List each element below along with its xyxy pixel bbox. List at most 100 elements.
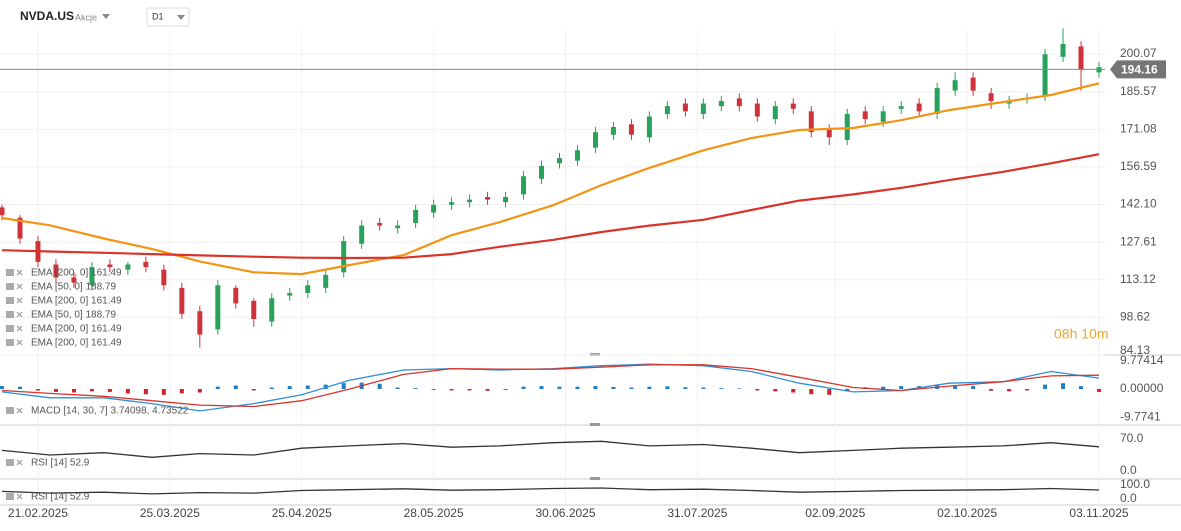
macd-histogram-bar	[1025, 389, 1030, 391]
y-tick-label: 84.13	[1120, 343, 1150, 357]
timeframe-box[interactable]	[146, 7, 190, 27]
macd-histogram-bar	[899, 386, 904, 389]
candle-body	[323, 274, 329, 288]
macd-histogram-bar	[251, 389, 256, 391]
indicator-menu-icon	[6, 269, 14, 276]
candle-body	[916, 103, 922, 112]
macd-histogram-bar	[1061, 383, 1066, 389]
macd-histogram-bar	[1079, 386, 1084, 389]
candle-body	[610, 126, 616, 135]
candle-body	[1006, 100, 1012, 104]
candle-body	[431, 204, 437, 213]
indicator-remove-icon	[16, 407, 23, 414]
candle-body	[0, 207, 5, 216]
macd-histogram-bar	[17, 386, 22, 389]
candle-body	[808, 111, 814, 133]
symbol[interactable]: NVDA.US	[20, 9, 74, 23]
candle-body	[1060, 43, 1066, 57]
indicator-label: RSI [14] 52.9	[31, 492, 90, 503]
macd-histogram-bar	[503, 389, 508, 390]
candle-body	[718, 100, 724, 107]
candle-body	[790, 103, 796, 109]
resize-handle[interactable]	[590, 477, 600, 480]
symbol-dropdown[interactable]	[102, 14, 110, 19]
y-tick-label: 156.59	[1120, 159, 1157, 173]
candle-body	[449, 202, 455, 205]
candle-body	[970, 77, 976, 91]
y-tick-label: -9.7741	[1120, 410, 1161, 424]
candle-body	[664, 106, 670, 114]
timeframe[interactable]: D1	[152, 11, 164, 21]
candle-body	[125, 264, 131, 270]
y-tick-label: 200.07	[1120, 46, 1157, 60]
macd-histogram-bar	[557, 386, 562, 389]
indicator-remove-icon	[16, 325, 23, 332]
candle-body	[233, 287, 239, 304]
countdown: 08h 10m	[1054, 326, 1108, 342]
candle-body	[251, 300, 257, 319]
candle-body	[952, 80, 958, 91]
candle-body	[700, 103, 706, 114]
macd-histogram-bar	[827, 389, 832, 395]
macd-histogram-bar	[971, 386, 976, 389]
macd-histogram-bar	[701, 387, 706, 389]
indicator-menu-icon	[6, 493, 14, 500]
x-tick-label: 02.09.2025	[805, 506, 865, 520]
candle-body	[215, 285, 221, 330]
y-tick-label: 98.62	[1120, 310, 1150, 324]
macd-histogram-bar	[341, 383, 346, 389]
indicator-label: MACD [14, 30, 7] 3.74098, 4.73522	[31, 406, 189, 417]
candle-body	[179, 287, 185, 314]
macd-histogram-bar	[683, 387, 688, 389]
macd-histogram-bar	[197, 389, 202, 393]
legend-entry: EMA [200, 0] 161.49	[31, 296, 122, 307]
y-tick-label: 185.57	[1120, 84, 1157, 98]
candle-body	[503, 197, 509, 203]
macd-histogram-bar	[125, 389, 130, 394]
candle-body	[107, 264, 113, 268]
candle-body	[71, 277, 77, 283]
candle-body	[646, 116, 652, 138]
indicator-menu-icon	[6, 325, 14, 332]
candle-body	[772, 106, 778, 120]
candle-body	[17, 217, 23, 239]
legend-entry: EMA [200, 0] 161.49	[31, 324, 122, 335]
x-tick-label: 31.07.2025	[667, 506, 727, 520]
y-tick-label: 127.61	[1120, 234, 1157, 248]
macd-histogram-bar	[593, 386, 598, 389]
macd-histogram-bar	[449, 389, 454, 391]
ema-line	[1, 82, 1100, 276]
indicator-line	[1, 487, 1100, 495]
macd-histogram-bar	[413, 388, 418, 389]
macd-histogram-bar	[791, 389, 796, 393]
candle-body	[197, 311, 203, 335]
macd-histogram-bar	[161, 389, 166, 395]
indicator-menu-icon	[6, 283, 14, 290]
candle-body	[556, 158, 562, 164]
macd-histogram-bar	[395, 387, 400, 389]
macd-histogram-bar	[719, 388, 724, 389]
macd-histogram-bar	[737, 388, 742, 389]
candle-body	[862, 111, 868, 120]
candle-body	[161, 269, 167, 286]
indicator-menu-icon	[6, 339, 14, 346]
macd-histogram-bar	[467, 389, 472, 391]
macd-histogram-bar	[1097, 389, 1102, 392]
indicator-menu-icon	[6, 407, 14, 414]
y-tick-label: 100.0	[1120, 477, 1150, 491]
macd-histogram-bar	[773, 389, 778, 392]
macd-histogram-bar	[953, 385, 958, 389]
resize-handle[interactable]	[590, 423, 600, 426]
indicator-line	[1, 440, 1100, 458]
timeframe-dropdown[interactable]	[177, 15, 185, 20]
x-tick-label: 21.02.2025	[8, 506, 68, 520]
macd-histogram-bar	[215, 386, 220, 389]
macd-histogram-bar	[1007, 389, 1012, 392]
macd-histogram-bar	[575, 386, 580, 389]
macd-histogram-bar	[1043, 384, 1048, 389]
macd-histogram-bar	[521, 386, 526, 389]
macd-histogram-bar	[143, 389, 148, 395]
indicator-menu-icon	[6, 311, 14, 318]
legend-entry: EMA [50, 0] 188.79	[31, 282, 116, 293]
